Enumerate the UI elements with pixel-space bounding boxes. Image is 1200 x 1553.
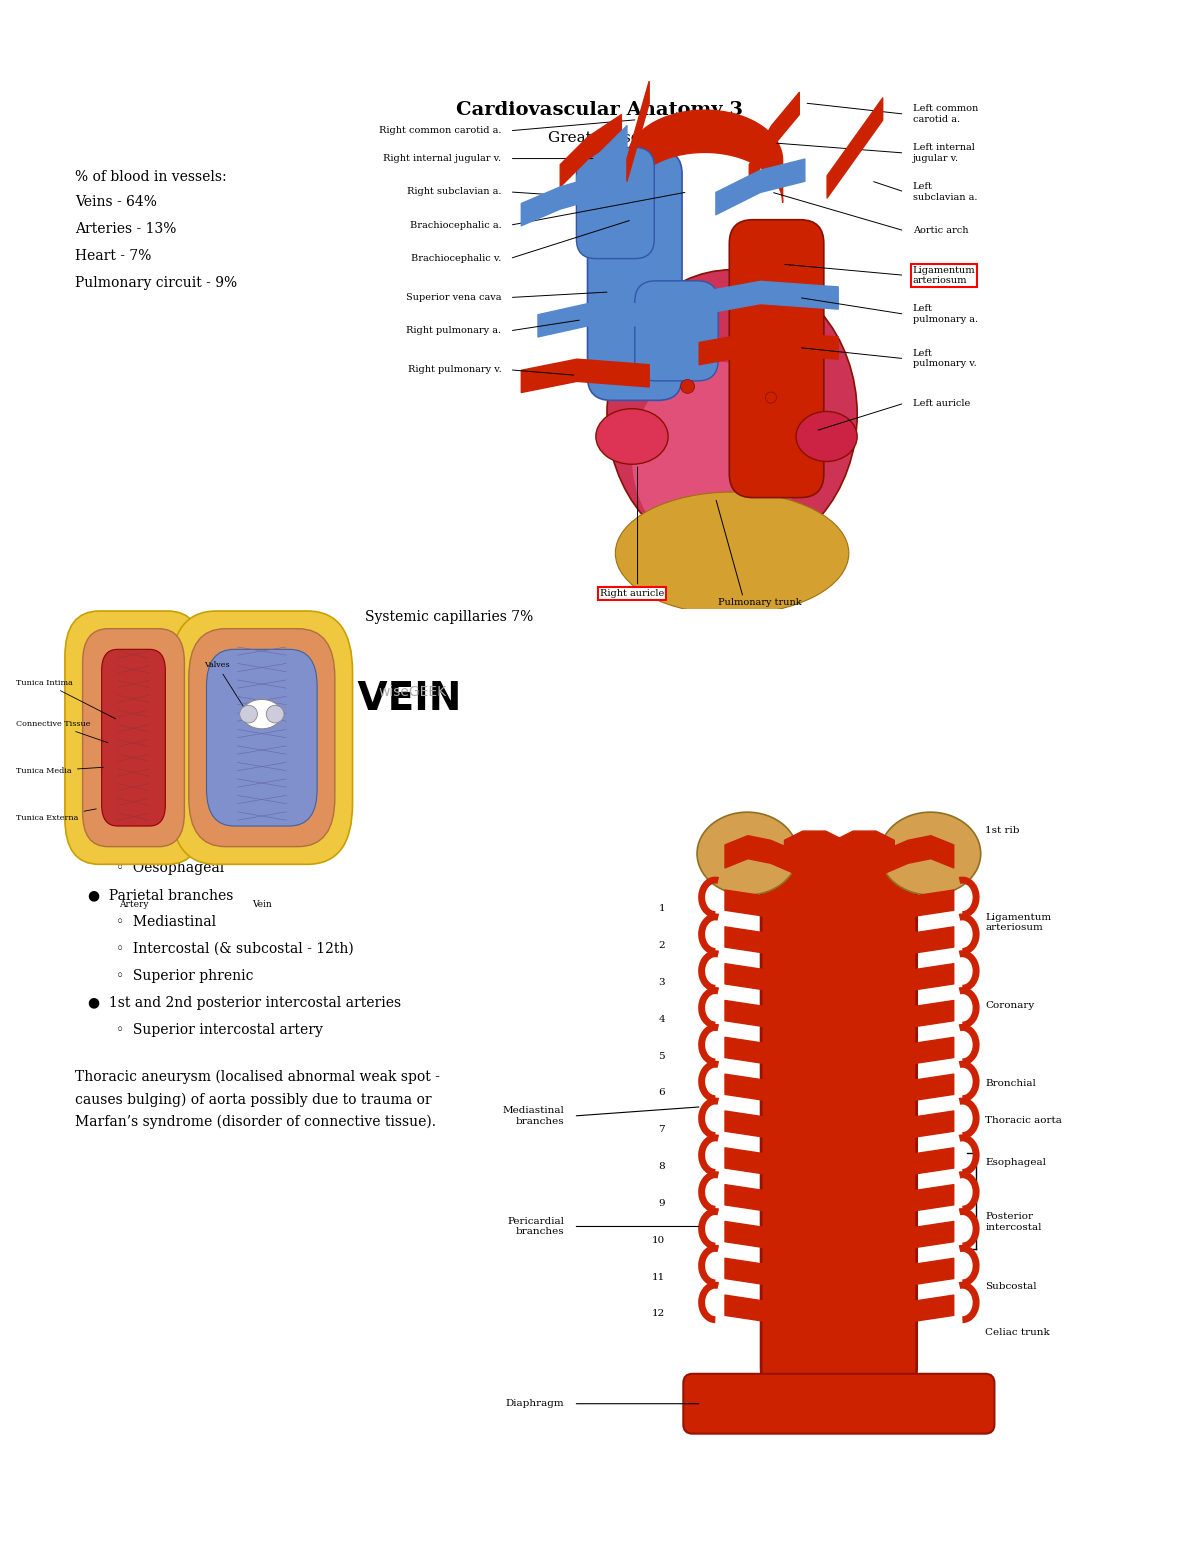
Text: 1st rib: 1st rib xyxy=(985,826,1020,836)
FancyBboxPatch shape xyxy=(683,1374,995,1433)
Ellipse shape xyxy=(240,705,257,724)
FancyBboxPatch shape xyxy=(588,151,682,401)
FancyBboxPatch shape xyxy=(172,610,353,865)
Ellipse shape xyxy=(607,270,857,559)
Text: ◦  Mediastinal: ◦ Mediastinal xyxy=(116,915,216,929)
Text: wiseGEEK: wiseGEEK xyxy=(378,685,446,699)
Text: Pulmonary circuit - 9%: Pulmonary circuit - 9% xyxy=(74,276,238,290)
Text: Aortic arch: Aortic arch xyxy=(913,227,968,236)
Text: Tunica Intima: Tunica Intima xyxy=(17,679,115,719)
Text: 6: 6 xyxy=(659,1089,665,1098)
Text: Subcostal: Subcostal xyxy=(985,1281,1037,1291)
Text: Ligamentum
arteriosum: Ligamentum arteriosum xyxy=(985,913,1051,932)
Text: Arteries - 13%: Arteries - 13% xyxy=(74,222,176,236)
Text: Right auricle: Right auricle xyxy=(600,589,664,598)
Text: Tunica Externa: Tunica Externa xyxy=(17,809,96,822)
FancyBboxPatch shape xyxy=(102,649,166,826)
Text: Left common
carotid a.: Left common carotid a. xyxy=(913,104,978,124)
Text: Right subclavian a.: Right subclavian a. xyxy=(407,188,502,196)
Text: Brachiocephalic a.: Brachiocephalic a. xyxy=(409,221,502,230)
Text: Systemic capillaries 7%: Systemic capillaries 7% xyxy=(365,610,533,624)
Text: Vein: Vein xyxy=(252,899,271,909)
Text: Superior vena cava: Superior vena cava xyxy=(406,294,502,301)
Text: Descending aorta:: Descending aorta: xyxy=(74,756,204,770)
Text: Thoracic aneurysm (localised abnormal weak spot -
causes bulging) of aorta possi: Thoracic aneurysm (localised abnormal we… xyxy=(74,1070,440,1129)
Text: % of blood in vessels:: % of blood in vessels: xyxy=(74,169,227,183)
Ellipse shape xyxy=(616,492,848,615)
Text: Diaphragm: Diaphragm xyxy=(505,1399,564,1409)
Text: Left
pulmonary a.: Left pulmonary a. xyxy=(913,304,978,325)
Text: Ligamentum
arteriosum: Ligamentum arteriosum xyxy=(913,266,976,286)
Text: Right pulmonary v.: Right pulmonary v. xyxy=(408,365,502,374)
Text: Coronary: Coronary xyxy=(985,1002,1034,1009)
Text: Left internal
jugular v.: Left internal jugular v. xyxy=(913,143,974,163)
Text: ●  Visceral branches: ● Visceral branches xyxy=(88,780,235,794)
Text: 11: 11 xyxy=(652,1272,665,1281)
Text: Posterior
intercostal: Posterior intercostal xyxy=(985,1213,1042,1232)
Text: Bronchial: Bronchial xyxy=(985,1079,1036,1089)
Text: Mediastinal
branches: Mediastinal branches xyxy=(503,1106,564,1126)
Text: Right internal jugular v.: Right internal jugular v. xyxy=(383,154,502,163)
Text: Right common carotid a.: Right common carotid a. xyxy=(379,126,502,135)
Text: Left auricle: Left auricle xyxy=(913,399,970,407)
Text: ●  Parietal branches: ● Parietal branches xyxy=(88,888,233,902)
Text: Artery: Artery xyxy=(119,899,149,909)
Text: ◦  Superior intercostal artery: ◦ Superior intercostal artery xyxy=(116,1023,323,1037)
Text: ◦  Oesophageal: ◦ Oesophageal xyxy=(116,860,224,874)
Text: ◦  Superior phrenic: ◦ Superior phrenic xyxy=(116,969,253,983)
Text: Left
subclavian a.: Left subclavian a. xyxy=(913,182,977,202)
Text: 10: 10 xyxy=(652,1236,665,1246)
FancyBboxPatch shape xyxy=(188,629,335,846)
Text: 2: 2 xyxy=(659,941,665,950)
Ellipse shape xyxy=(796,412,857,461)
Text: Cardiovascular Anatomy 3: Cardiovascular Anatomy 3 xyxy=(456,101,744,120)
FancyBboxPatch shape xyxy=(206,649,317,826)
Text: Right pulmonary a.: Right pulmonary a. xyxy=(407,326,502,335)
Text: Veins - 64%: Veins - 64% xyxy=(74,196,157,210)
Text: Thoracic aorta: Thoracic aorta xyxy=(985,1117,1062,1124)
FancyBboxPatch shape xyxy=(635,281,718,380)
Text: Celiac trunk: Celiac trunk xyxy=(985,1328,1050,1337)
Text: 4: 4 xyxy=(659,1014,665,1023)
FancyBboxPatch shape xyxy=(761,854,917,1405)
Text: Esophageal: Esophageal xyxy=(985,1157,1046,1166)
Text: Pericardial
branches: Pericardial branches xyxy=(508,1218,564,1236)
Text: ARTERY AND VEIN: ARTERY AND VEIN xyxy=(68,680,461,717)
Text: 12: 12 xyxy=(652,1309,665,1318)
FancyBboxPatch shape xyxy=(730,219,824,497)
Text: 1: 1 xyxy=(659,904,665,913)
FancyBboxPatch shape xyxy=(65,610,202,865)
Text: Tunica Media: Tunica Media xyxy=(17,767,103,775)
Ellipse shape xyxy=(766,391,776,404)
FancyBboxPatch shape xyxy=(576,148,654,259)
Text: ◦  Bronchial: ◦ Bronchial xyxy=(116,834,202,848)
Text: Brachiocephalic v.: Brachiocephalic v. xyxy=(410,255,502,262)
Ellipse shape xyxy=(680,379,695,393)
FancyBboxPatch shape xyxy=(83,629,185,846)
Text: Heart - 7%: Heart - 7% xyxy=(74,248,151,262)
Text: Great Vessels: Great Vessels xyxy=(548,130,652,144)
Ellipse shape xyxy=(880,812,980,895)
Text: Left
pulmonary v.: Left pulmonary v. xyxy=(913,349,977,368)
Text: ◦  Pericardial: ◦ Pericardial xyxy=(116,808,210,822)
Text: ◦  Intercostal (& subcostal - 12th): ◦ Intercostal (& subcostal - 12th) xyxy=(116,943,354,957)
Text: Connective Tissue: Connective Tissue xyxy=(17,721,108,742)
Ellipse shape xyxy=(266,705,284,724)
Text: ●  1st and 2nd posterior intercostal arteries: ● 1st and 2nd posterior intercostal arte… xyxy=(88,995,401,1009)
Text: 3: 3 xyxy=(659,978,665,988)
Text: 7: 7 xyxy=(659,1126,665,1134)
Text: 9: 9 xyxy=(659,1199,665,1208)
Ellipse shape xyxy=(596,408,668,464)
Ellipse shape xyxy=(697,812,798,895)
Ellipse shape xyxy=(632,362,799,556)
Ellipse shape xyxy=(242,699,282,728)
Text: Valves: Valves xyxy=(204,662,245,708)
Text: 5: 5 xyxy=(659,1051,665,1061)
Text: Pulmonary trunk: Pulmonary trunk xyxy=(718,598,802,607)
Text: 8: 8 xyxy=(659,1162,665,1171)
